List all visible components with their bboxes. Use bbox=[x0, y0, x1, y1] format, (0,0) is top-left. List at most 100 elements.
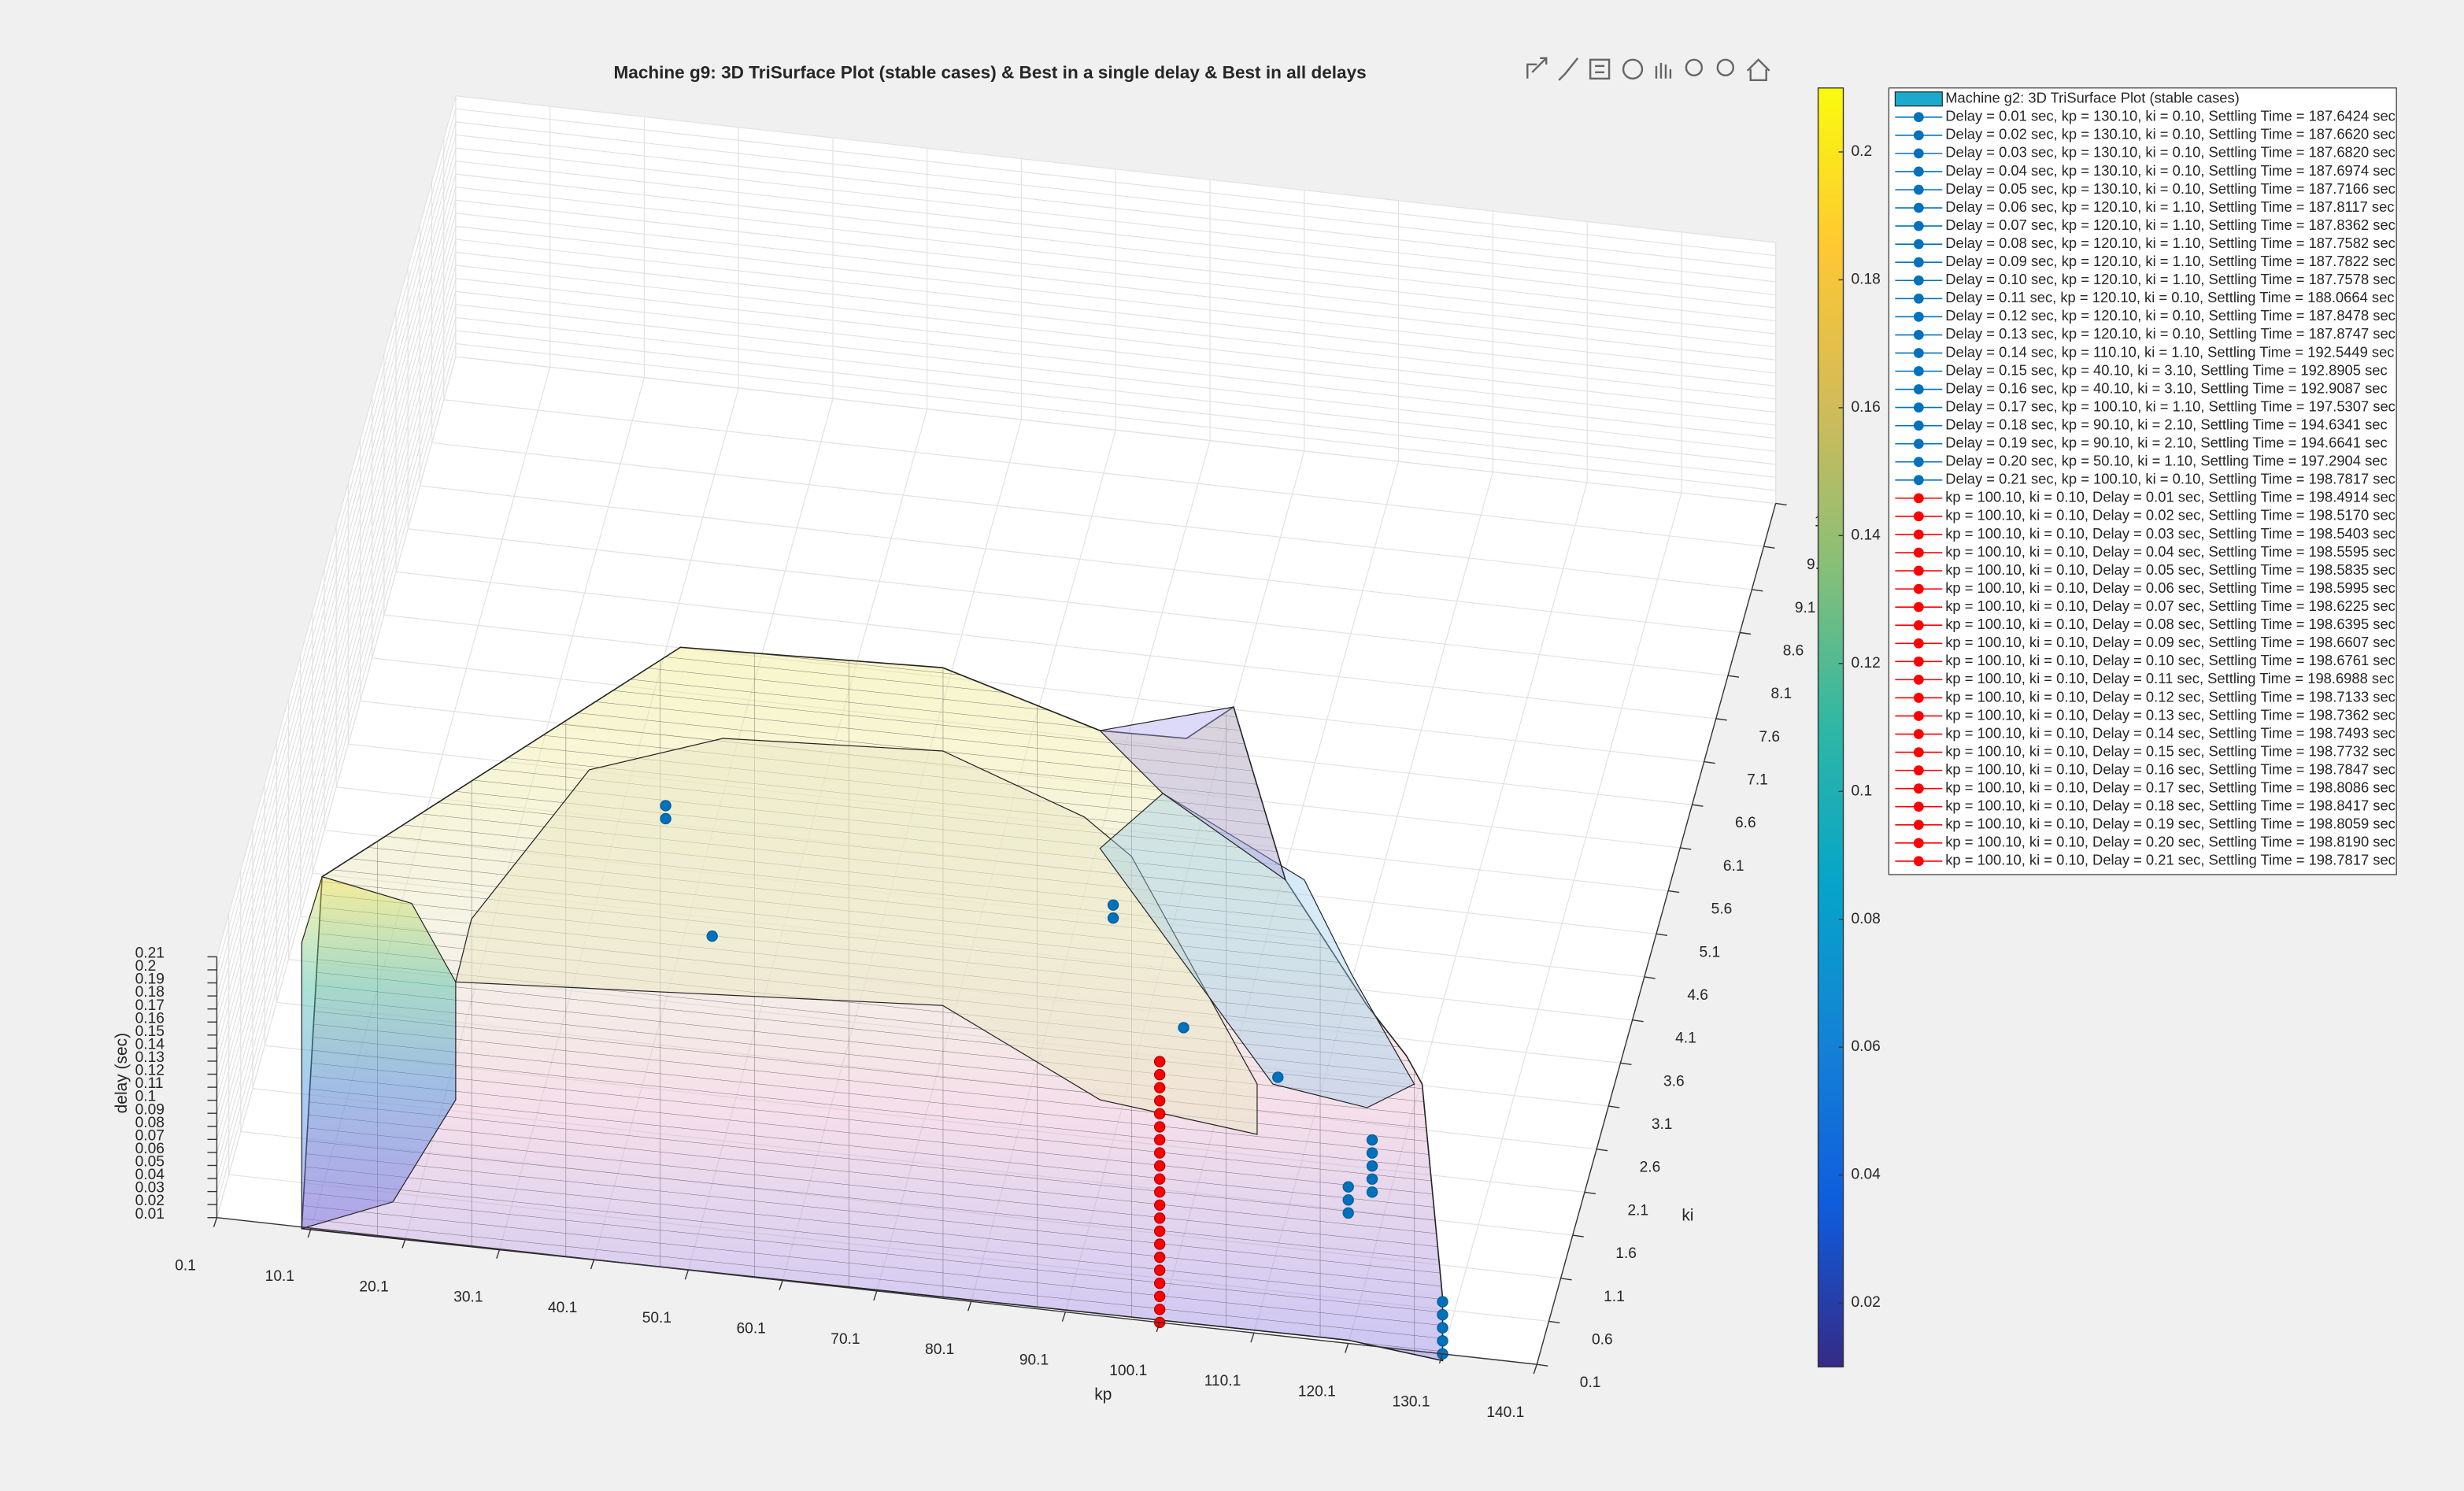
y-tick bbox=[1560, 1278, 1572, 1281]
y-tick-label: 9.1 bbox=[1795, 600, 1816, 616]
datatip-icon[interactable] bbox=[1589, 58, 1611, 80]
x-axis-line bbox=[216, 1217, 1537, 1365]
data-point bbox=[1153, 1134, 1166, 1146]
data-point bbox=[1153, 1238, 1166, 1250]
pan-icon[interactable] bbox=[1655, 62, 1672, 79]
toolbar bbox=[1526, 57, 1770, 81]
y-tick bbox=[1680, 847, 1692, 850]
legend-label: kp = 100.10, ki = 0.10, Delay = 0.03 sec… bbox=[1945, 525, 2396, 542]
legend-marker bbox=[1913, 438, 1924, 450]
y-tick bbox=[1692, 804, 1704, 807]
export-icon[interactable] bbox=[1526, 57, 1548, 79]
grid-line bbox=[216, 200, 457, 1062]
legend-marker bbox=[1913, 601, 1924, 612]
legend-marker bbox=[1913, 838, 1924, 849]
x-tick bbox=[1061, 1312, 1067, 1322]
x-tick bbox=[1533, 1363, 1537, 1374]
y-tick-label: 0.1 bbox=[1580, 1374, 1601, 1391]
data-point bbox=[1153, 1212, 1166, 1224]
y-axis-label: ki bbox=[1682, 1206, 1693, 1224]
data-point bbox=[1153, 1173, 1166, 1185]
x-tick bbox=[779, 1280, 783, 1290]
z-tick-label: 0.05 bbox=[135, 1154, 165, 1171]
legend-label: Delay = 0.07 sec, kp = 120.10, ki = 1.10… bbox=[1945, 216, 2396, 233]
y-tick bbox=[1763, 546, 1775, 549]
z-tick-label: 0.09 bbox=[135, 1101, 165, 1118]
grid-line bbox=[216, 173, 457, 1035]
legend-label: kp = 100.10, ki = 0.10, Delay = 0.16 sec… bbox=[1945, 760, 2396, 777]
x-tick-label: 130.1 bbox=[1393, 1394, 1430, 1411]
legend-marker bbox=[1913, 729, 1924, 739]
legend-label: kp = 100.10, ki = 0.10, Delay = 0.21 sec… bbox=[1945, 852, 2396, 868]
data-point bbox=[1366, 1186, 1378, 1198]
grid-line bbox=[455, 187, 1776, 335]
grid-line bbox=[455, 278, 1776, 426]
grid-line bbox=[455, 342, 1776, 491]
z-tick-label: 0.13 bbox=[135, 1049, 165, 1066]
data-point bbox=[1153, 1304, 1166, 1315]
legend-label: Delay = 0.15 sec, kp = 40.10, ki = 3.10,… bbox=[1945, 361, 2387, 378]
grid-line bbox=[216, 317, 457, 1179]
rotate-icon[interactable] bbox=[1622, 58, 1644, 80]
zoom-out-icon[interactable] bbox=[1716, 58, 1734, 76]
grid-line bbox=[383, 614, 1704, 763]
y-tick bbox=[1596, 1149, 1608, 1152]
legend-label: Delay = 0.12 sec, kp = 120.10, ki = 0.10… bbox=[1945, 307, 2396, 324]
data-point bbox=[1107, 899, 1119, 911]
y-tick-label: 3.1 bbox=[1652, 1116, 1673, 1133]
x-tick bbox=[684, 1270, 689, 1280]
legend-label: Delay = 0.09 sec, kp = 120.10, ki = 1.10… bbox=[1945, 253, 2396, 269]
z-tick-label: 0.14 bbox=[135, 1036, 165, 1053]
brush-icon[interactable] bbox=[1558, 57, 1579, 81]
colorbar-tick-label: 0.2 bbox=[1851, 143, 1872, 160]
legend-label: Delay = 0.16 sec, kp = 40.10, ki = 3.10,… bbox=[1945, 379, 2387, 396]
grid-line bbox=[455, 95, 1776, 243]
grid-line bbox=[455, 160, 1776, 309]
colorbar-tick-label: 0.16 bbox=[1851, 399, 1880, 416]
legend-marker bbox=[1913, 583, 1924, 594]
grid-line bbox=[216, 252, 457, 1114]
x-axis-label: kp bbox=[1094, 1386, 1112, 1404]
grid-line bbox=[216, 187, 457, 1049]
legend-label: kp = 100.10, ki = 0.10, Delay = 0.01 sec… bbox=[1945, 489, 2396, 505]
y-tick-label: 7.6 bbox=[1759, 729, 1780, 746]
legend-marker bbox=[1913, 493, 1924, 504]
y-tick bbox=[1715, 718, 1727, 721]
legend-label: Machine g2: 3D TriSurface Plot (stable c… bbox=[1945, 90, 2240, 106]
data-point bbox=[1437, 1296, 1448, 1308]
data-point bbox=[1153, 1068, 1166, 1081]
legend-label: Delay = 0.06 sec, kp = 120.10, ki = 1.10… bbox=[1945, 198, 2394, 215]
grid-line bbox=[420, 485, 1741, 634]
colorbar-tick-label: 0.06 bbox=[1851, 1038, 1880, 1055]
legend-marker bbox=[1913, 693, 1924, 703]
z-tick-label: 0.18 bbox=[135, 984, 165, 1001]
y-tick-label: 6.6 bbox=[1735, 815, 1756, 831]
zoom-in-icon[interactable] bbox=[1685, 58, 1704, 76]
z-tick-label: 0.02 bbox=[135, 1193, 165, 1209]
legend-label: kp = 100.10, ki = 0.10, Delay = 0.11 sec… bbox=[1945, 670, 2394, 686]
legend-label: Delay = 0.21 sec, kp = 100.10, ki = 0.10… bbox=[1945, 471, 2396, 487]
z-tick-label: 0.01 bbox=[135, 1206, 165, 1223]
legend-marker bbox=[1913, 330, 1924, 340]
legend-label: kp = 100.10, ki = 0.10, Delay = 0.15 sec… bbox=[1945, 742, 2396, 759]
legend-label: kp = 100.10, ki = 0.10, Delay = 0.05 sec… bbox=[1945, 561, 2396, 578]
grid-line bbox=[455, 134, 1776, 283]
x-tick bbox=[401, 1238, 406, 1249]
grid-line bbox=[455, 173, 1776, 322]
y-tick bbox=[1572, 1234, 1584, 1238]
y-tick-label: 5.6 bbox=[1711, 901, 1733, 918]
colorbar: 0.02 0.04 0.06 0.08 0.1 0.12 0.14 0.16 0.18 0.2 bbox=[1817, 87, 1881, 1368]
y-axis-line bbox=[1536, 503, 1777, 1365]
legend-marker bbox=[1913, 547, 1924, 558]
grid-line bbox=[395, 571, 1716, 720]
legend-marker bbox=[1913, 565, 1924, 576]
grid-line bbox=[455, 147, 1776, 296]
legend-marker bbox=[1913, 783, 1924, 794]
home-icon[interactable] bbox=[1746, 58, 1770, 81]
legend-marker bbox=[1913, 856, 1924, 867]
grid-line bbox=[216, 161, 457, 1023]
legend-marker bbox=[1913, 202, 1924, 213]
legend-box bbox=[1888, 87, 2397, 875]
data-point bbox=[660, 812, 671, 825]
